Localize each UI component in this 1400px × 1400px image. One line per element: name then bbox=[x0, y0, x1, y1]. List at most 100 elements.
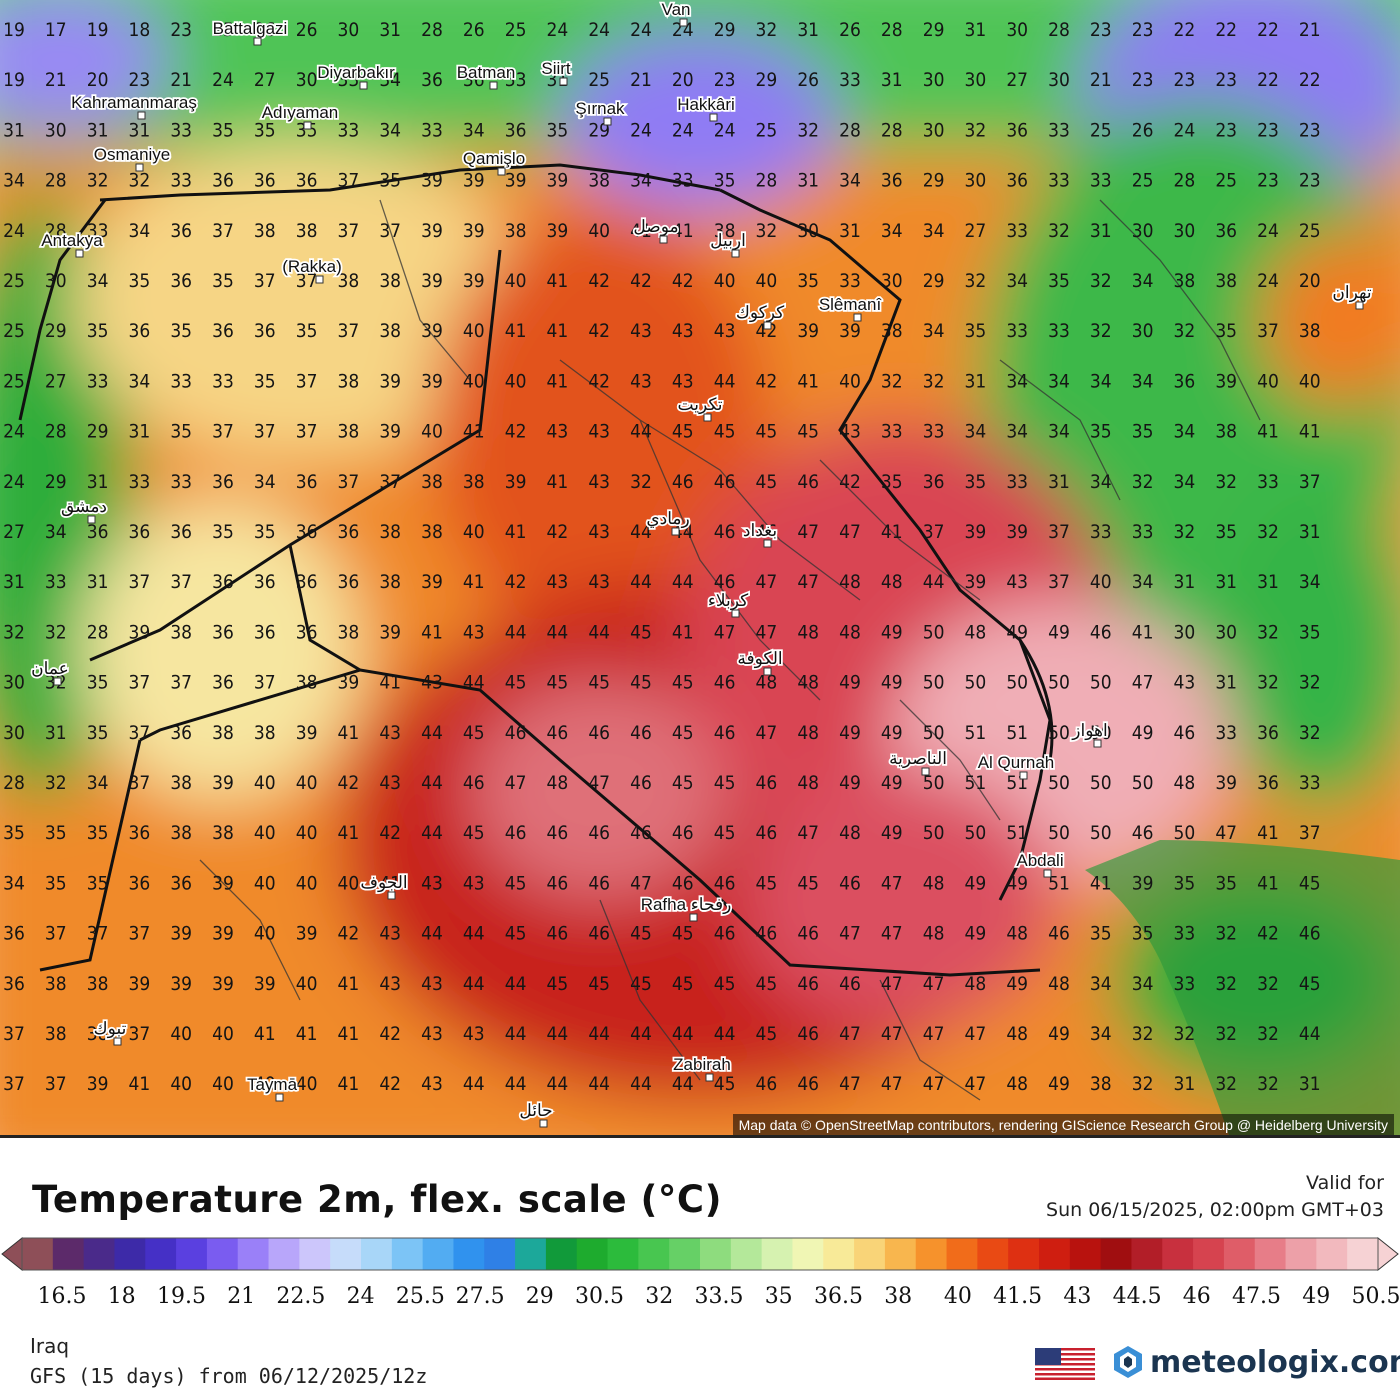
temperature-value: 44 bbox=[630, 1023, 652, 1045]
temperature-value: 30 bbox=[296, 69, 318, 91]
temperature-value: 35 bbox=[965, 471, 987, 493]
temperature-value: 43 bbox=[672, 320, 694, 342]
temperature-value: 50 bbox=[923, 621, 945, 643]
temperature-value: 40 bbox=[254, 872, 276, 894]
temperature-value: 19 bbox=[3, 19, 25, 41]
temperature-value: 42 bbox=[756, 320, 778, 342]
city-marker bbox=[921, 767, 930, 776]
temperature-value: 27 bbox=[45, 370, 67, 392]
city-marker bbox=[303, 121, 312, 130]
temperature-value: 50 bbox=[1048, 822, 1070, 844]
temperature-value: 46 bbox=[756, 1073, 778, 1095]
color-swatch bbox=[1100, 1238, 1133, 1270]
city-marker bbox=[559, 77, 568, 86]
temperature-value: 39 bbox=[547, 220, 569, 242]
temperature-value: 43 bbox=[463, 1023, 485, 1045]
temperature-value: 21 bbox=[630, 69, 652, 91]
temperature-value: 38 bbox=[45, 1023, 67, 1045]
temperature-value: 39 bbox=[965, 571, 987, 593]
temperature-value: 45 bbox=[463, 822, 485, 844]
temperature-value: 35 bbox=[3, 822, 25, 844]
temperature-value: 45 bbox=[630, 923, 652, 945]
temperature-value: 31 bbox=[87, 571, 109, 593]
temperature-value: 41 bbox=[630, 220, 652, 242]
temperature-value: 36 bbox=[296, 521, 318, 543]
city-marker bbox=[679, 18, 688, 27]
temperature-value: 42 bbox=[505, 421, 527, 443]
city-label: Batman bbox=[457, 63, 516, 82]
temperature-value: 26 bbox=[1132, 119, 1154, 141]
temperature-value: 40 bbox=[296, 973, 318, 995]
temperature-value: 47 bbox=[630, 872, 652, 894]
color-swatch bbox=[422, 1238, 455, 1270]
temperature-value: 34 bbox=[463, 119, 485, 141]
temperature-value: 39 bbox=[379, 421, 401, 443]
temperature-value: 33 bbox=[1174, 923, 1196, 945]
temperature-value: 38 bbox=[379, 270, 401, 292]
temperature-value: 30 bbox=[1132, 320, 1154, 342]
temperature-value: 51 bbox=[965, 722, 987, 744]
temperature-value: 38 bbox=[463, 471, 485, 493]
temperature-value: 40 bbox=[170, 1023, 192, 1045]
temperature-value: 32 bbox=[45, 772, 67, 794]
temperature-value: 37 bbox=[296, 370, 318, 392]
temperature-value: 43 bbox=[1174, 672, 1196, 694]
color-swatch bbox=[237, 1238, 270, 1270]
temperature-value: 31 bbox=[965, 19, 987, 41]
temperature-value: 37 bbox=[1048, 571, 1070, 593]
temperature-value: 23 bbox=[1257, 119, 1279, 141]
temperature-value: 31 bbox=[1174, 571, 1196, 593]
brand-logo[interactable]: meteologix.com bbox=[1112, 1342, 1400, 1382]
temperature-value: 48 bbox=[965, 973, 987, 995]
temperature-value: 44 bbox=[421, 822, 443, 844]
color-swatch bbox=[545, 1238, 578, 1270]
temperature-value: 46 bbox=[505, 722, 527, 744]
temperature-value: 25 bbox=[3, 370, 25, 392]
temperature-value: 33 bbox=[45, 571, 67, 593]
temperature-value: 41 bbox=[254, 1023, 276, 1045]
temperature-value: 31 bbox=[129, 119, 151, 141]
city-label: تهران bbox=[1332, 283, 1371, 303]
temperature-value: 40 bbox=[463, 521, 485, 543]
temperature-value: 34 bbox=[1090, 370, 1112, 392]
temperature-value: 32 bbox=[45, 621, 67, 643]
temperature-value: 44 bbox=[588, 621, 610, 643]
scale-tick-label: 36.5 bbox=[814, 1284, 863, 1309]
temperature-value: 37 bbox=[1299, 471, 1321, 493]
color-swatch bbox=[1254, 1238, 1287, 1270]
temperature-value: 34 bbox=[1006, 270, 1028, 292]
city-marker bbox=[137, 111, 146, 120]
temperature-value: 25 bbox=[756, 119, 778, 141]
valid-label: Valid for bbox=[1306, 1172, 1384, 1194]
color-scale-bar bbox=[1, 1236, 1399, 1272]
temperature-value: 22 bbox=[1174, 19, 1196, 41]
temperature-value: 48 bbox=[1006, 1073, 1028, 1095]
city-marker bbox=[671, 527, 680, 536]
us-flag-icon[interactable] bbox=[1035, 1348, 1095, 1380]
temperature-value: 47 bbox=[839, 521, 861, 543]
temperature-value: 37 bbox=[338, 471, 360, 493]
scale-tick-label: 43 bbox=[1063, 1284, 1092, 1309]
temperature-value: 34 bbox=[87, 772, 109, 794]
temperature-value: 33 bbox=[1006, 220, 1028, 242]
temperature-value: 43 bbox=[547, 571, 569, 593]
temperature-value: 36 bbox=[170, 722, 192, 744]
temperature-value: 47 bbox=[714, 621, 736, 643]
temperature-value: 41 bbox=[1257, 822, 1279, 844]
temperature-value: 37 bbox=[338, 170, 360, 192]
temperature-value: 37 bbox=[129, 923, 151, 945]
temperature-value: 47 bbox=[839, 923, 861, 945]
temperature-map[interactable]: 19 17 19 18 23 25 26 26 30 31 28 26 25 24 24 24 24 29 32 31… bbox=[0, 0, 1400, 1138]
color-swatch bbox=[515, 1238, 547, 1270]
temperature-value: 39 bbox=[1215, 370, 1237, 392]
temperature-value: 48 bbox=[797, 772, 819, 794]
temperature-value: 46 bbox=[714, 923, 736, 945]
city-label: Şırnak bbox=[575, 99, 625, 118]
temperature-value: 45 bbox=[756, 1023, 778, 1045]
temperature-value: 50 bbox=[1048, 722, 1070, 744]
temperature-value: 28 bbox=[839, 119, 861, 141]
temperature-value: 40 bbox=[254, 822, 276, 844]
temperature-value: 27 bbox=[3, 521, 25, 543]
temperature-value: 44 bbox=[1299, 1023, 1321, 1045]
temperature-value: 38 bbox=[170, 822, 192, 844]
